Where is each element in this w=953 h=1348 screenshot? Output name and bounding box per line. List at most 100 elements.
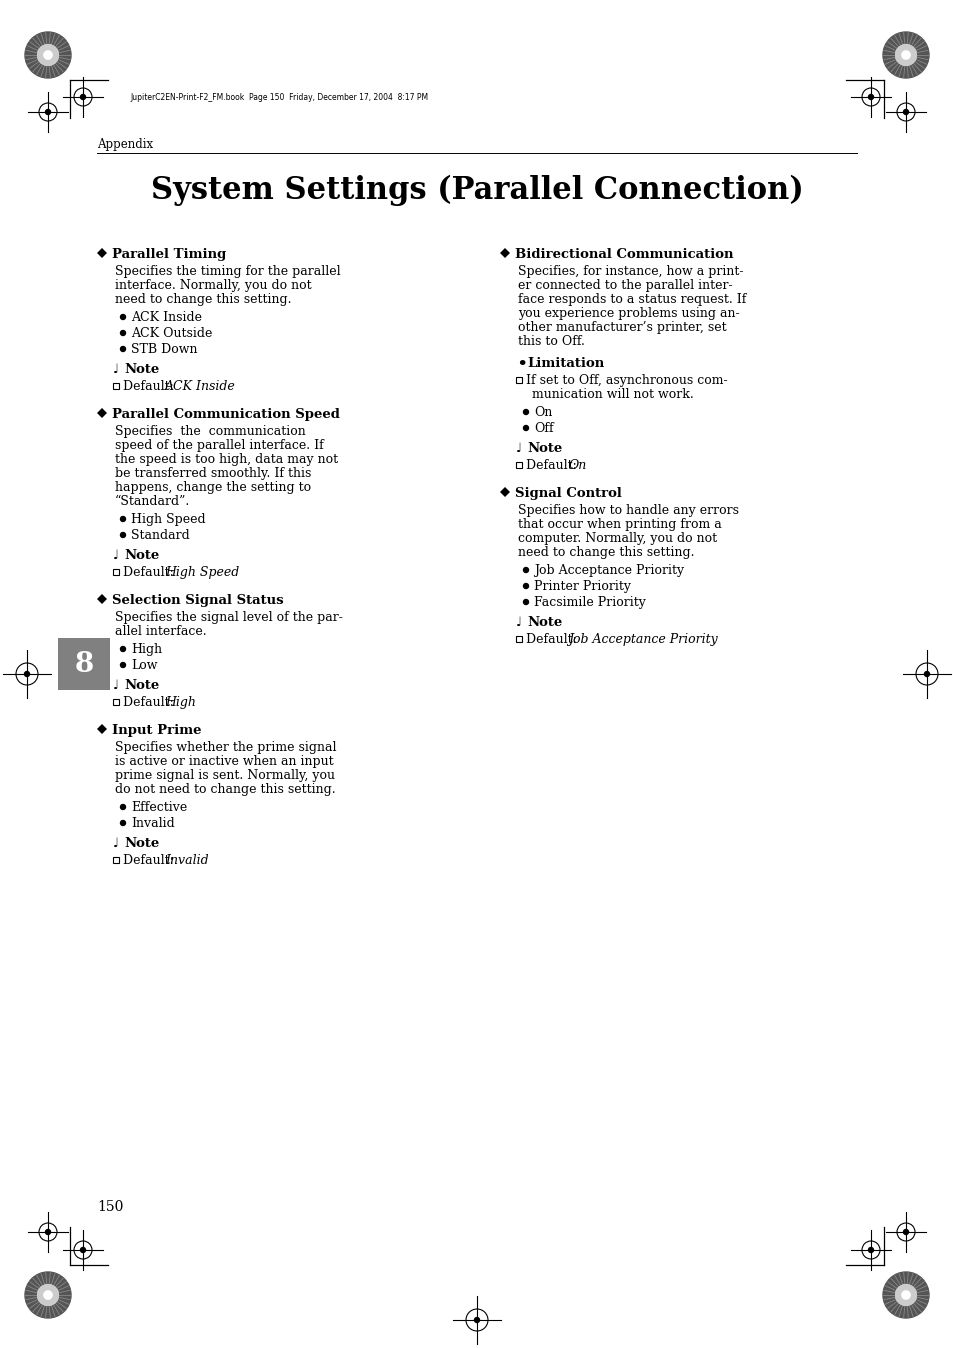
Circle shape (867, 94, 873, 100)
Text: Off: Off (534, 422, 553, 435)
Text: be transferred smoothly. If this: be transferred smoothly. If this (115, 466, 311, 480)
Circle shape (523, 426, 528, 430)
Circle shape (44, 51, 52, 59)
Text: do not need to change this setting.: do not need to change this setting. (115, 783, 335, 797)
Polygon shape (499, 487, 510, 497)
Circle shape (25, 1273, 71, 1318)
Circle shape (895, 44, 916, 65)
Circle shape (474, 1317, 479, 1322)
Text: Effective: Effective (131, 801, 187, 814)
Text: Bidirectional Communication: Bidirectional Communication (515, 248, 733, 262)
Text: Parallel Communication Speed: Parallel Communication Speed (112, 408, 339, 421)
Text: ACK Inside: ACK Inside (131, 311, 202, 324)
Text: er connected to the parallel inter-: er connected to the parallel inter- (517, 279, 732, 293)
Text: Input Prime: Input Prime (112, 724, 201, 737)
Text: If set to Off, asynchronous com-: If set to Off, asynchronous com- (525, 373, 727, 387)
Circle shape (901, 1291, 909, 1299)
Text: ♩: ♩ (516, 616, 521, 630)
Circle shape (902, 1229, 907, 1235)
Circle shape (120, 516, 126, 522)
Circle shape (80, 94, 86, 100)
Text: JupiterC2EN-Print-F2_FM.book  Page 150  Friday, December 17, 2004  8:17 PM: JupiterC2EN-Print-F2_FM.book Page 150 Fr… (130, 93, 428, 101)
Text: face responds to a status request. If: face responds to a status request. If (517, 293, 745, 306)
Circle shape (25, 671, 30, 677)
Text: Job Acceptance Priority: Job Acceptance Priority (534, 563, 683, 577)
Text: Default:: Default: (525, 634, 580, 646)
Text: ACK Inside: ACK Inside (165, 380, 235, 394)
Circle shape (895, 1285, 916, 1305)
Circle shape (120, 647, 126, 651)
Text: Specifies how to handle any errors: Specifies how to handle any errors (517, 504, 739, 518)
Circle shape (867, 1247, 873, 1252)
Text: allel interface.: allel interface. (115, 625, 207, 638)
Text: Specifies, for instance, how a print-: Specifies, for instance, how a print- (517, 266, 742, 278)
Circle shape (37, 44, 58, 65)
Bar (112, 857, 119, 863)
Text: High: High (165, 696, 195, 709)
Circle shape (901, 51, 909, 59)
Text: ACK Outside: ACK Outside (131, 328, 213, 340)
Text: ♩: ♩ (112, 679, 119, 692)
Circle shape (25, 32, 71, 78)
Polygon shape (97, 594, 107, 604)
Text: need to change this setting.: need to change this setting. (517, 546, 694, 559)
Text: ♩: ♩ (112, 549, 119, 562)
Text: need to change this setting.: need to change this setting. (115, 293, 292, 306)
Text: Job Acceptance Priority: Job Acceptance Priority (568, 634, 717, 646)
Circle shape (923, 671, 928, 677)
Text: Printer Priority: Printer Priority (534, 580, 630, 593)
Text: Note: Note (124, 837, 159, 851)
Text: Default:: Default: (123, 566, 177, 580)
Bar (516, 462, 521, 468)
Polygon shape (499, 248, 510, 257)
Circle shape (895, 1285, 916, 1305)
Circle shape (37, 1285, 58, 1305)
Text: munication will not work.: munication will not work. (532, 388, 693, 400)
Circle shape (120, 662, 126, 667)
Circle shape (902, 109, 907, 115)
Text: Note: Note (124, 549, 159, 562)
Text: High Speed: High Speed (165, 566, 239, 580)
Text: Invalid: Invalid (131, 817, 174, 830)
Text: Note: Note (526, 616, 561, 630)
Text: On: On (568, 460, 586, 472)
Bar (112, 700, 119, 705)
Circle shape (120, 346, 126, 352)
Text: Default:: Default: (123, 855, 177, 867)
Circle shape (37, 1285, 58, 1305)
Bar (112, 569, 119, 576)
Text: is active or inactive when an input: is active or inactive when an input (115, 755, 334, 768)
Text: prime signal is sent. Normally, you: prime signal is sent. Normally, you (115, 768, 335, 782)
Text: High: High (131, 643, 162, 656)
Text: Specifies  the  communication: Specifies the communication (115, 425, 305, 438)
Text: High Speed: High Speed (131, 514, 206, 526)
Circle shape (523, 584, 528, 589)
Circle shape (44, 1291, 52, 1299)
Text: Limitation: Limitation (526, 357, 603, 369)
Polygon shape (97, 248, 107, 257)
Text: this to Off.: this to Off. (517, 336, 584, 348)
Text: Parallel Timing: Parallel Timing (112, 248, 226, 262)
Text: Specifies whether the prime signal: Specifies whether the prime signal (115, 741, 336, 754)
Text: •: • (516, 356, 527, 373)
Text: Specifies the timing for the parallel: Specifies the timing for the parallel (115, 266, 340, 278)
Text: Default:: Default: (525, 460, 580, 472)
Text: 8: 8 (74, 651, 93, 678)
Text: the speed is too high, data may not: the speed is too high, data may not (115, 453, 337, 466)
Text: Low: Low (131, 659, 157, 673)
FancyBboxPatch shape (58, 638, 110, 690)
Text: 150: 150 (97, 1200, 123, 1215)
Bar (516, 377, 521, 383)
Circle shape (120, 330, 126, 336)
Text: Default:: Default: (123, 696, 177, 709)
Text: that occur when printing from a: that occur when printing from a (517, 518, 721, 531)
Circle shape (895, 44, 916, 65)
Text: other manufacturer’s printer, set: other manufacturer’s printer, set (517, 321, 726, 334)
Circle shape (120, 314, 126, 319)
Text: Note: Note (526, 442, 561, 456)
Text: Selection Signal Status: Selection Signal Status (112, 594, 283, 607)
Circle shape (882, 32, 928, 78)
Text: Invalid: Invalid (165, 855, 209, 867)
Text: Facsimile Priority: Facsimile Priority (534, 596, 645, 609)
Circle shape (120, 821, 126, 825)
